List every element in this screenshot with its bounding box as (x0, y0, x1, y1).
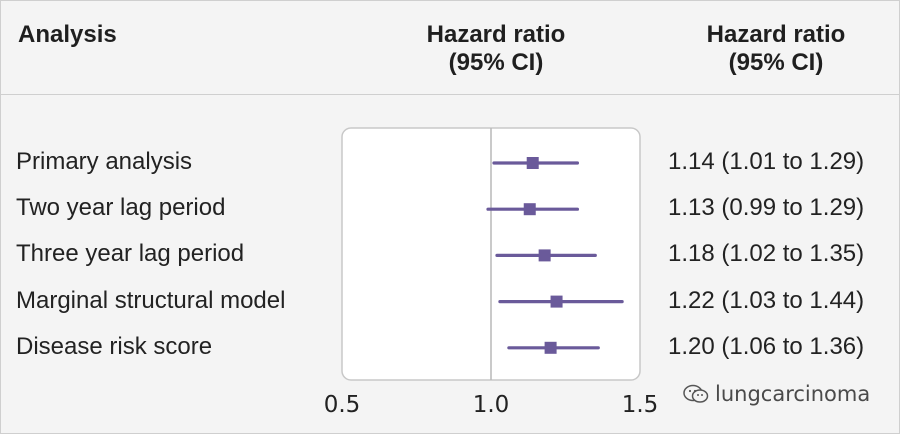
row-label: Three year lag period (16, 240, 245, 268)
chat-bubble-icon (683, 384, 709, 403)
watermark: lungcarcinoma (683, 382, 870, 406)
hazard-ratio-value-header: Hazard ratio (95% CI) (706, 21, 846, 76)
hr-marker (526, 157, 539, 169)
hr-marker (538, 249, 551, 262)
row-value: 1.18 (1.02 to 1.35) (668, 240, 865, 268)
analysis-column-header: Analysis (18, 21, 117, 48)
hr-marker (523, 203, 536, 216)
row-label: Two year lag period (16, 194, 226, 222)
row-value: 1.13 (0.99 to 1.29) (668, 194, 865, 222)
x-tick-label: 1.0 (473, 392, 510, 418)
hr-marker (544, 341, 557, 354)
x-tick-label: 0.5 (324, 392, 361, 418)
row-value: 1.22 (1.03 to 1.44) (668, 286, 865, 314)
row-label: Marginal structural model (16, 286, 286, 314)
hr-marker (550, 295, 563, 308)
row-label: Disease risk score (16, 332, 213, 360)
table-header: Analysis Hazard ratio (95% CI) Hazard rat… (1, 1, 899, 95)
row-value: 1.14 (1.01 to 1.29) (668, 148, 865, 175)
hazard-ratio-plot-header: Hazard ratio (95% CI) (426, 21, 566, 76)
row-label: Primary analysis (16, 148, 193, 175)
x-tick-label: 1.5 (622, 392, 659, 418)
row-value: 1.20 (1.06 to 1.36) (668, 332, 865, 360)
